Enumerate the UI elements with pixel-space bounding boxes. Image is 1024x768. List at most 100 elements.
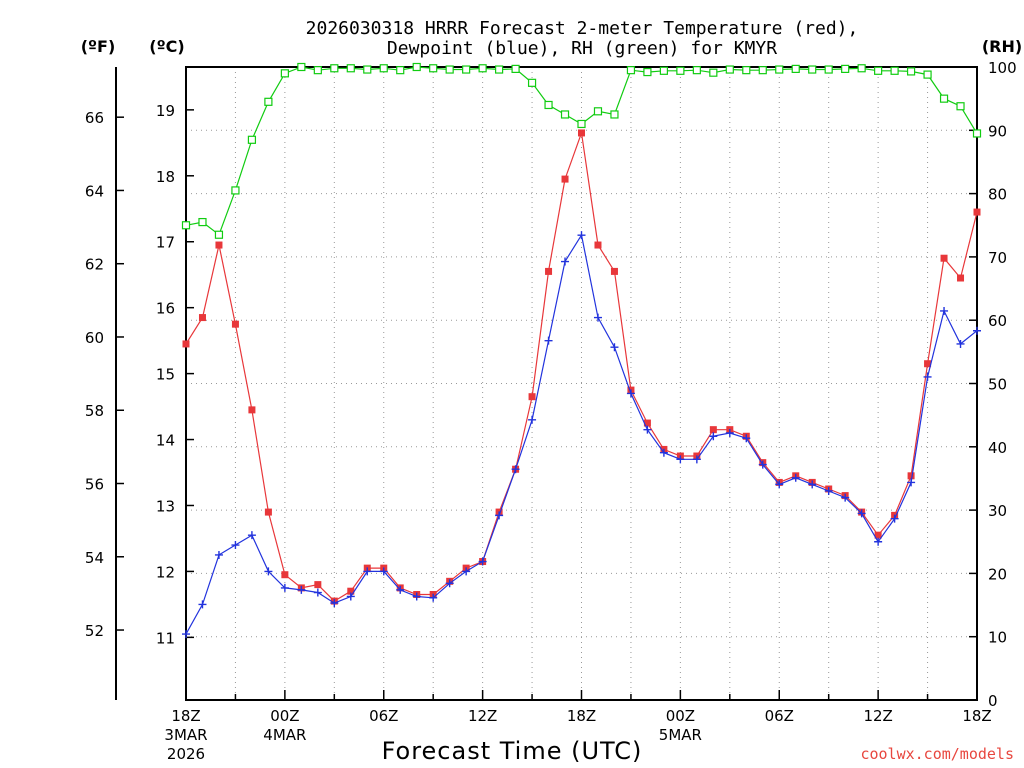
x-tick-label: 06Z [369, 707, 398, 725]
series-line-dewpoint [185, 233, 978, 635]
rh-tick-label: 10 [988, 629, 1007, 647]
x-tick-label: 18Z [962, 707, 991, 725]
dewpoint-point [247, 531, 256, 540]
unit-label-rh: (RH) [982, 37, 1022, 56]
chart-title-line1: 2026030318 HRRR Forecast 2-meter Tempera… [306, 18, 859, 39]
temperature-point [215, 241, 223, 249]
temperature-point [231, 320, 239, 328]
dewpoint-point [198, 600, 207, 609]
rh-tick-label: 90 [988, 122, 1007, 140]
rh-point [906, 67, 916, 76]
rh-point [363, 65, 372, 74]
rh-point [346, 64, 355, 73]
temperature-point [907, 472, 915, 480]
temperature-point [578, 129, 585, 137]
rh-point [742, 66, 751, 75]
series-layer [181, 62, 982, 639]
temperature-point [643, 419, 651, 427]
rh-point [857, 64, 866, 73]
rh-tick-label: 40 [988, 439, 1007, 457]
dewpoint-point [478, 557, 487, 566]
dewpoint-point [643, 425, 652, 434]
dewpoint-point [742, 434, 751, 443]
rh-point [297, 62, 306, 72]
dewpoint-point [544, 336, 553, 345]
dewpoint-point [313, 588, 322, 597]
temperature-point [940, 254, 948, 262]
dewpoint-point [396, 585, 405, 594]
x-tick-year: 2026 [167, 745, 205, 763]
f-tick-label: 66 [85, 109, 104, 127]
axes: 52 54 56 58 60 62 64 66 11 12 13 14 15 16 17 18 19 0 10 20 3… [85, 59, 1017, 763]
dewpoint-point [692, 455, 701, 464]
grid-lines [186, 67, 977, 700]
dewpoint-point [824, 486, 833, 495]
temperature-point [610, 267, 618, 275]
rh-point [560, 110, 570, 119]
rh-point [429, 64, 438, 73]
rh-point [775, 65, 784, 74]
dewpoint-point [561, 257, 570, 266]
dewpoint-point [429, 593, 438, 602]
rh-point [758, 66, 767, 75]
rh-point [841, 64, 850, 73]
rh-point [462, 65, 471, 74]
x-tick-date: 5MAR [659, 726, 702, 744]
rh-point [692, 66, 701, 75]
x-tick-date: 4MAR [263, 726, 306, 744]
temperature-point [545, 267, 553, 275]
dewpoint-point [412, 592, 421, 601]
dewpoint-point [626, 389, 635, 398]
rh-point [511, 64, 520, 73]
dewpoint-point [956, 339, 965, 348]
rh-point [890, 66, 899, 75]
rh-point [626, 66, 636, 75]
rh-point [593, 107, 603, 116]
dewpoint-point [577, 231, 586, 240]
rh-point [643, 67, 652, 77]
rh-tick-label: 0 [988, 692, 998, 710]
credit-link[interactable]: coolwx.com/models [860, 745, 1014, 763]
rh-point [676, 66, 685, 75]
rh-point [478, 64, 487, 73]
unit-label-celsius: (ºC) [149, 37, 184, 56]
f-tick-label: 54 [85, 549, 104, 567]
dewpoint-point [379, 567, 388, 576]
rh-tick-label: 30 [988, 502, 1007, 520]
rh-tick-label: 80 [988, 186, 1007, 204]
dewpoint-point [214, 550, 223, 559]
temperature-point [874, 531, 882, 539]
dewpoint-point [758, 460, 767, 469]
x-tick-label: 18Z [171, 707, 200, 725]
dewpoint-point [330, 599, 339, 608]
rh-tick-label: 70 [988, 249, 1007, 267]
dewpoint-point [725, 428, 734, 437]
rh-point [725, 65, 734, 74]
chart-title-line2: Dewpoint (blue), RH (green) for KMYR [387, 38, 777, 59]
temperature-point [281, 571, 289, 579]
temperature-point [528, 393, 536, 401]
f-tick-label: 64 [85, 182, 104, 200]
dewpoint-point [231, 541, 240, 550]
temperature-point [973, 208, 981, 216]
dewpoint-point [610, 343, 619, 352]
dewpoint-point [940, 306, 949, 315]
temperature-point [314, 581, 322, 589]
rh-point [709, 68, 718, 77]
temperature-point [561, 175, 569, 183]
c-tick-label: 17 [156, 234, 175, 252]
dewpoint-point [445, 579, 454, 588]
c-tick-label: 14 [156, 432, 175, 450]
temperature-point [957, 274, 965, 282]
temperature-point [347, 587, 355, 595]
rh-tick-label: 20 [988, 565, 1007, 583]
rh-tick-label: 60 [988, 312, 1007, 330]
dewpoint-point [511, 465, 520, 474]
dewpoint-point [264, 567, 273, 576]
rh-tick-label: 100 [988, 59, 1017, 77]
x-tick-label: 12Z [863, 707, 892, 725]
rh-point [527, 78, 537, 87]
dewpoint-point [709, 432, 718, 441]
c-tick-label: 19 [156, 102, 175, 120]
dewpoint-point [890, 514, 899, 523]
